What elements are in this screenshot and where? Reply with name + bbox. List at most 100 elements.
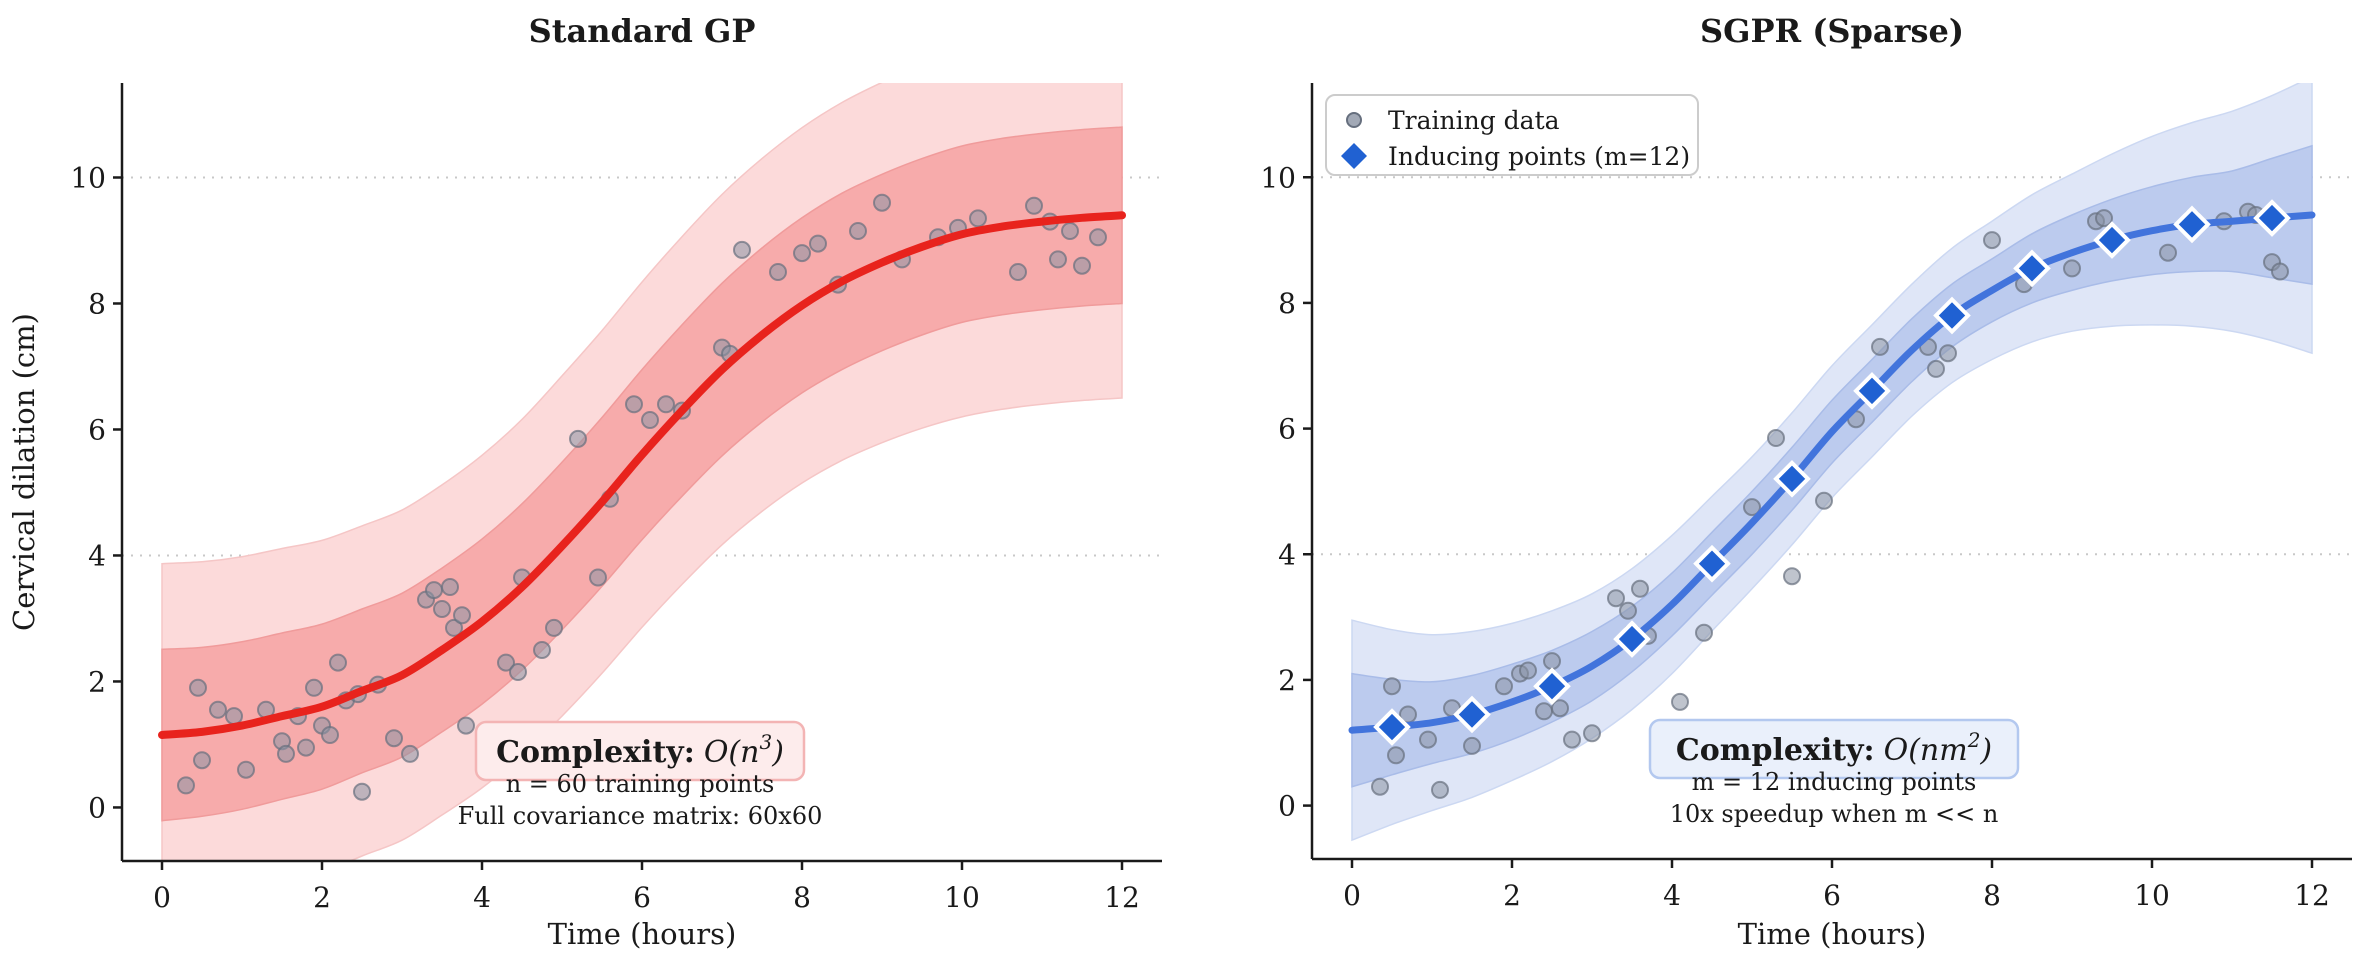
complexity-box — [474, 720, 806, 782]
legend-label-inducing-points: Inducing points (m=12) — [1388, 142, 1690, 171]
training-point — [793, 244, 811, 263]
training-point — [1535, 702, 1553, 721]
training-point — [1089, 228, 1107, 247]
training-point — [305, 678, 323, 697]
x-tick-label: 8 — [1983, 879, 2001, 912]
training-point — [1983, 231, 2001, 250]
training-point — [297, 738, 315, 757]
inducing-point — [1533, 667, 1571, 706]
training-point — [353, 782, 371, 801]
complexity-box — [1648, 718, 2020, 780]
training-point — [1583, 724, 1601, 743]
training-point — [1419, 730, 1437, 749]
x-tick-label: 10 — [944, 881, 980, 914]
training-point — [277, 744, 295, 763]
mean-curve-layer — [158, 211, 1126, 739]
inducing-point — [1453, 695, 1491, 734]
training-point — [2271, 262, 2289, 281]
training-point — [1049, 250, 1067, 269]
training-point — [1671, 692, 1689, 711]
training-point — [433, 600, 451, 618]
complexity-formula-close: ) — [1979, 733, 1992, 768]
x-tick-label: 4 — [1663, 879, 1681, 912]
confidence-band — [161, 126, 1123, 822]
x-tick-label: 4 — [473, 881, 491, 914]
annotation-subline-1: m = 12 inducing points — [1692, 768, 1977, 796]
training-point — [177, 776, 195, 795]
training-point — [1743, 498, 1761, 517]
complexity-formula-exponent: 3 — [759, 730, 772, 754]
annotation-subline-2: Full covariance matrix: 60x60 — [458, 802, 823, 830]
training-point — [401, 744, 419, 763]
training-point — [625, 395, 643, 414]
panel-standard-gp: 0 2 4 6 8 10 12 0 2 4 6 8 10 Standard GP Time (hours… — [7, 12, 1162, 951]
training-point — [1767, 429, 1785, 447]
panel-title-sgpr: SGPR (Sparse) — [1700, 12, 1964, 50]
y-axis-label: Cervical dilation (cm) — [7, 313, 41, 631]
training-point — [457, 716, 475, 735]
y-tick-label: 4 — [88, 539, 106, 572]
y-tick-label: 2 — [1278, 664, 1296, 697]
legend-box — [1325, 94, 1699, 176]
complexity-formula-base: O(nm — [1884, 733, 1968, 768]
training-point — [1519, 661, 1537, 680]
x-tick-label: 12 — [1104, 881, 1140, 914]
annotation-subline-2: 10x speedup when m << n — [1670, 800, 1999, 828]
y-tick-label: 8 — [1278, 287, 1296, 320]
x-tick-label: 0 — [153, 881, 171, 914]
complexity-formula-base: O(n — [704, 735, 760, 770]
training-point — [445, 618, 463, 637]
x-tick-label: 10 — [2134, 879, 2170, 912]
y-tick-label: 0 — [88, 791, 106, 824]
training-point — [237, 760, 255, 779]
complexity-annotation: Complexity: O(n3) — [496, 730, 784, 770]
training-point — [1387, 746, 1405, 765]
x-tick-label: 6 — [1823, 879, 1841, 912]
y-tick-label: 10 — [1260, 161, 1296, 194]
x-tick-label: 12 — [2294, 879, 2330, 912]
training-point — [497, 653, 515, 672]
training-point — [969, 209, 987, 228]
inducing-point — [1853, 372, 1891, 410]
gp-mean-curve — [1348, 211, 2316, 734]
inducing-point — [1693, 544, 1731, 583]
x-axis-label: Time (hours) — [548, 917, 737, 951]
y-tick-label: 6 — [88, 413, 106, 446]
training-point — [1431, 780, 1449, 799]
training-point — [1371, 777, 1389, 796]
x-tick-label: 2 — [313, 881, 331, 914]
axes-layer: 0 2 4 6 8 10 12 0 2 4 6 8 10 — [1260, 83, 2352, 912]
training-point — [453, 606, 471, 625]
training-point — [2063, 259, 2081, 278]
inducing-point — [1373, 708, 1411, 746]
y-tick-label: 2 — [88, 665, 106, 698]
training-point — [425, 581, 443, 600]
panel-sgpr-sparse: 0 2 4 6 8 10 12 0 2 4 6 8 10 SGPR (Sparse) Time (hou… — [1260, 12, 2352, 951]
inducing-point — [1613, 620, 1651, 658]
training-point — [193, 751, 211, 770]
training-point — [1061, 222, 1079, 240]
training-data-marker-icon — [1346, 112, 1362, 128]
training-point — [589, 568, 607, 587]
training-point — [1619, 601, 1637, 620]
training-point — [329, 653, 347, 672]
training-point — [769, 263, 787, 281]
training-point — [209, 700, 227, 719]
inducing-point — [1933, 296, 1971, 335]
training-point — [441, 578, 459, 596]
training-point — [1815, 491, 1833, 510]
training-point — [1631, 579, 1649, 598]
x-tick-label: 0 — [1343, 879, 1361, 912]
training-point — [809, 234, 827, 253]
x-tick-label: 8 — [793, 881, 811, 914]
panel-title-standard-gp: Standard GP — [529, 12, 756, 50]
training-point — [385, 729, 403, 748]
training-point — [2159, 243, 2177, 262]
training-point — [641, 411, 659, 429]
training-point — [1463, 736, 1481, 755]
y-tick-label: 6 — [1278, 413, 1296, 446]
annotation-subline-1: n = 60 training points — [506, 770, 775, 798]
gp-mean-curve — [158, 211, 1126, 739]
